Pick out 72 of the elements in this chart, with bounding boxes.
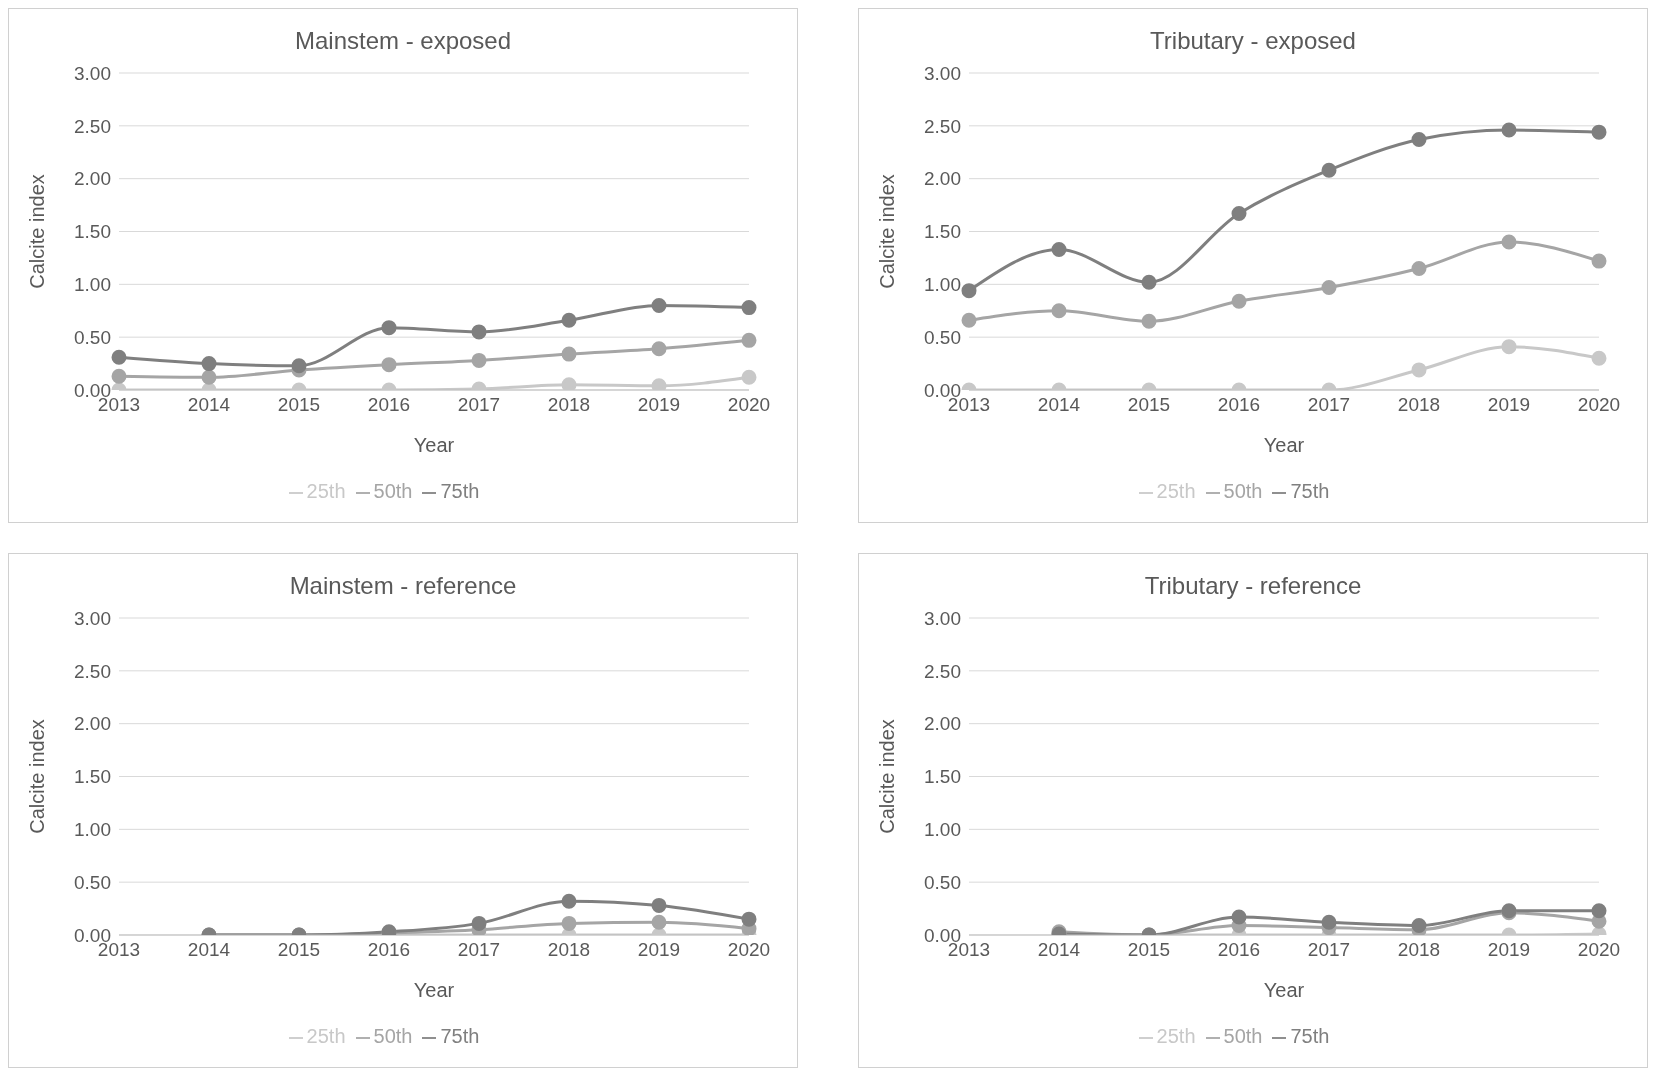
legend-label: 75th bbox=[440, 1025, 480, 1047]
y-axis-title: Calcite index bbox=[26, 719, 49, 834]
x-tick-label: 2017 bbox=[1307, 394, 1351, 416]
y-tick-label: 1.00 bbox=[924, 819, 961, 841]
x-tick-label: 2018 bbox=[1397, 394, 1441, 416]
legend-label: 75th bbox=[1290, 480, 1330, 502]
y-tick-label: 1.50 bbox=[74, 766, 111, 788]
x-tick-label: 2019 bbox=[1487, 939, 1531, 961]
x-tick-label: 2014 bbox=[1037, 394, 1081, 416]
x-tick-label: 2016 bbox=[367, 394, 411, 416]
y-tick-label: 2.00 bbox=[74, 713, 111, 735]
legend-label: 50th bbox=[1223, 1025, 1263, 1047]
x-axis-title: Year bbox=[1263, 979, 1305, 1001]
legend-label: 50th bbox=[1223, 480, 1263, 502]
x-tick-label: 2015 bbox=[1127, 394, 1171, 416]
y-tick-label: 3.00 bbox=[924, 62, 961, 84]
y-tick-label: 3.00 bbox=[924, 607, 961, 629]
y-tick-label: 1.00 bbox=[74, 274, 111, 296]
x-tick-label: 2014 bbox=[187, 394, 231, 416]
x-tick-label: 2017 bbox=[1307, 939, 1351, 961]
x-tick-label: 2020 bbox=[727, 394, 771, 416]
x-tick-label: 2019 bbox=[637, 394, 681, 416]
x-tick-label: 2014 bbox=[187, 939, 231, 961]
y-tick-label: 1.00 bbox=[74, 819, 111, 841]
legend-label: 75th bbox=[1290, 1025, 1330, 1047]
x-tick-label: 2015 bbox=[277, 394, 321, 416]
legend-label: 50th bbox=[373, 480, 413, 502]
y-tick-label: 1.50 bbox=[924, 766, 961, 788]
y-tick-label: 0.50 bbox=[74, 326, 111, 348]
y-axis-title: Calcite index bbox=[876, 719, 899, 834]
x-tick-label: 2016 bbox=[367, 939, 411, 961]
y-tick-label: 2.00 bbox=[924, 168, 961, 190]
y-tick-label: 1.00 bbox=[924, 274, 961, 296]
x-axis-title: Year bbox=[413, 434, 455, 456]
legend-label: 75th bbox=[440, 480, 480, 502]
chart-title: Tributary - reference bbox=[1143, 572, 1363, 601]
x-axis-title: Year bbox=[1263, 434, 1305, 456]
x-axis-title: Year bbox=[413, 979, 455, 1001]
y-tick-label: 1.50 bbox=[924, 221, 961, 243]
chart-title: Mainstem - exposed bbox=[293, 27, 513, 56]
x-tick-label: 2014 bbox=[1037, 939, 1081, 961]
y-tick-label: 0.50 bbox=[924, 326, 961, 348]
y-tick-label: 2.50 bbox=[74, 115, 111, 137]
y-tick-label: 1.50 bbox=[74, 221, 111, 243]
y-tick-label: 2.00 bbox=[924, 713, 961, 735]
y-tick-label: 0.50 bbox=[924, 871, 961, 893]
x-tick-label: 2015 bbox=[277, 939, 321, 961]
chart-title: Tributary - exposed bbox=[1149, 27, 1357, 56]
x-tick-label: 2020 bbox=[727, 939, 771, 961]
x-tick-label: 2018 bbox=[1397, 939, 1441, 961]
y-tick-label: 2.00 bbox=[74, 168, 111, 190]
x-tick-label: 2018 bbox=[547, 939, 591, 961]
y-tick-label: 0.50 bbox=[74, 871, 111, 893]
legend-label: 50th bbox=[373, 1025, 413, 1047]
x-tick-label: 2016 bbox=[1217, 939, 1261, 961]
x-tick-label: 2019 bbox=[637, 939, 681, 961]
y-axis-title: Calcite index bbox=[26, 174, 49, 289]
x-tick-label: 2020 bbox=[1577, 939, 1621, 961]
y-axis-title: Calcite index bbox=[876, 174, 899, 289]
x-tick-label: 2015 bbox=[1127, 939, 1171, 961]
x-tick-label: 2017 bbox=[457, 939, 501, 961]
y-tick-label: 2.50 bbox=[924, 115, 961, 137]
x-tick-label: 2016 bbox=[1217, 394, 1261, 416]
y-tick-label: 3.00 bbox=[74, 62, 111, 84]
x-tick-label: 2018 bbox=[547, 394, 591, 416]
y-tick-label: 2.50 bbox=[74, 660, 111, 682]
x-tick-label: 2019 bbox=[1487, 394, 1531, 416]
x-tick-label: 2017 bbox=[457, 394, 501, 416]
x-tick-label: 2020 bbox=[1577, 394, 1621, 416]
y-tick-label: 2.50 bbox=[924, 660, 961, 682]
y-tick-label: 3.00 bbox=[74, 607, 111, 629]
chart-title: Mainstem - reference bbox=[288, 572, 518, 601]
